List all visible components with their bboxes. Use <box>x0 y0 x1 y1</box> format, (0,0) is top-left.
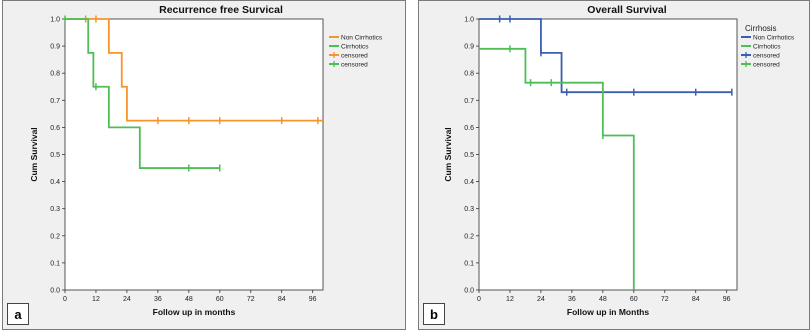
chart0-ytick-label-2: 0.2 <box>50 233 60 240</box>
chart1-legend-label-0: Non Cirrhotics <box>753 34 795 41</box>
chart1-ytick-label-4: 0.4 <box>464 179 474 186</box>
chart0-ytick-label-4: 0.4 <box>50 179 60 186</box>
chart1-plot-area <box>478 18 738 291</box>
chart0-xlabel: Follow up in months <box>153 307 236 317</box>
chart1-ytick-label-5: 0.5 <box>464 152 474 159</box>
chart0-ytick-label-5: 0.5 <box>50 152 60 159</box>
chart1-xtick-label-1: 12 <box>506 296 514 303</box>
chart1-xtick-label-6: 72 <box>661 296 669 303</box>
chart0-xtick-label-2: 24 <box>123 296 131 303</box>
chart1-series-1-curve <box>479 47 635 290</box>
chart0-series-0-curve <box>65 18 323 122</box>
chart1-ytick-label-3: 0.3 <box>464 206 474 213</box>
chart0-xtick-label-7: 84 <box>278 296 286 303</box>
chart0-title: Recurrence free Survical <box>159 4 283 16</box>
chart1-ytick-label-10: 1.0 <box>464 17 474 24</box>
chart1-xtick-label-4: 48 <box>599 296 607 303</box>
chart0-xtick-label-1: 12 <box>92 296 100 303</box>
chart0-ylabel: Cum Survival <box>29 127 39 181</box>
chart0-ytick-label-1: 0.1 <box>50 260 60 267</box>
chart1-series-0-curve <box>479 18 732 94</box>
chart0-xtick-label-5: 60 <box>216 296 224 303</box>
panel-letter-a: a <box>7 303 29 325</box>
chart0-ytick-label-8: 0.8 <box>50 71 60 78</box>
chart0-ytick-label-9: 0.9 <box>50 44 60 51</box>
chart0-plot-area <box>64 18 324 291</box>
chart1-legend-label-2: censored <box>753 52 780 59</box>
chart0-xtick-label-6: 72 <box>247 296 255 303</box>
chart0-xtick-label-3: 36 <box>154 296 162 303</box>
chart1-xtick-label-2: 24 <box>537 296 545 303</box>
chart0-xtick-label-0: 0 <box>63 296 67 303</box>
chart1-legend-title: Cirrhosis <box>745 24 777 33</box>
chart1-ytick-label-8: 0.8 <box>464 71 474 78</box>
chart0-xtick-label-8: 96 <box>309 296 317 303</box>
chart1-ytick-label-6: 0.6 <box>464 125 474 132</box>
chart1-xtick-label-8: 96 <box>723 296 731 303</box>
chart0-ytick-label-3: 0.3 <box>50 206 60 213</box>
chart1-ytick-label-0: 0.0 <box>464 288 474 295</box>
panel-a: Recurrence free Survical 0.0 0.1 0.2 0.3 0.4 0… <box>2 0 406 330</box>
chart0-legend-label-0: Non Cirrhotics <box>341 34 383 41</box>
chart-recurrence-free-survival: Recurrence free Survical 0.0 0.1 0.2 0.3 0.4 0… <box>29 4 383 317</box>
chart0-series-1-curve <box>65 18 220 169</box>
chart1-ytick-label-2: 0.2 <box>464 233 474 240</box>
chart1-xtick-label-5: 60 <box>630 296 638 303</box>
chart1-legend-label-3: censored <box>753 61 780 68</box>
chart-overall-survival: Overall Survival 0.0 0.1 0.2 0.3 0.4 0.5 0.6 0.7… <box>443 4 795 317</box>
chart0-ytick-label-0: 0.0 <box>50 288 60 295</box>
chart1-ytick-label-7: 0.7 <box>464 98 474 105</box>
chart0-legend-label-1: Cirrhotics <box>341 43 369 50</box>
chart1-ytick-label-9: 0.9 <box>464 44 474 51</box>
chart0-legend-label-2: censored <box>341 52 368 59</box>
chart1-xtick-label-7: 84 <box>692 296 700 303</box>
chart0-xtick-label-4: 48 <box>185 296 193 303</box>
chart0-ytick-label-6: 0.6 <box>50 125 60 132</box>
panel-b: Overall Survival 0.0 0.1 0.2 0.3 0.4 0.5 0.6 0.7… <box>418 0 810 330</box>
chart1-legend-label-1: Cirrhotics <box>753 43 781 50</box>
chart0-ytick-label-7: 0.7 <box>50 98 60 105</box>
chart0-legend-label-3: censored <box>341 61 368 68</box>
chart0-ytick-label-10: 1.0 <box>50 17 60 24</box>
chart1-xtick-label-3: 36 <box>568 296 576 303</box>
chart1-ytick-label-1: 0.1 <box>464 260 474 267</box>
chart1-xtick-label-0: 0 <box>477 296 481 303</box>
chart1-ylabel: Cum Survival <box>443 127 453 181</box>
chart1-xlabel: Follow up in Months <box>567 307 649 317</box>
panel-letter-b: b <box>423 303 445 325</box>
chart1-title: Overall Survival <box>587 4 666 16</box>
